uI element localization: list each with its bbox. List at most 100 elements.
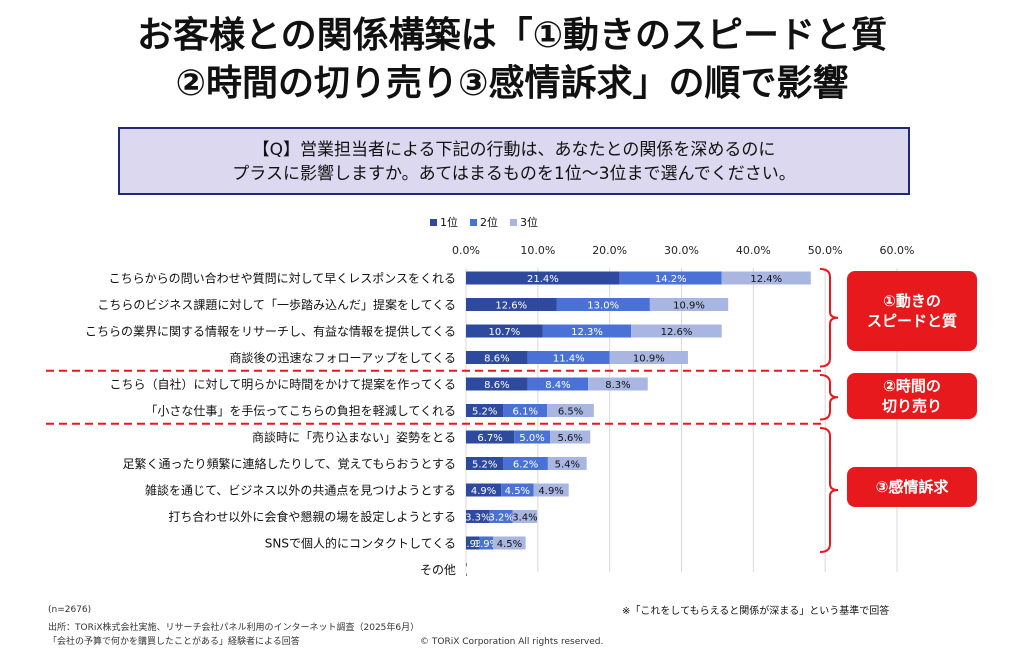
data-label: 12.4% bbox=[750, 274, 782, 285]
legend-swatch bbox=[430, 218, 437, 226]
data-label: 0.1% bbox=[454, 566, 479, 577]
bar-segment bbox=[466, 457, 504, 470]
legend-swatch bbox=[510, 218, 517, 226]
bar-segment bbox=[466, 271, 620, 285]
bar-segment bbox=[512, 510, 538, 523]
category-label: こちらのビジネス課題に対して「一歩踏み込んだ」提案をしてくる bbox=[97, 297, 456, 312]
bar-segment bbox=[466, 324, 543, 338]
data-label: 14.2% bbox=[655, 274, 687, 285]
question-line-2: プラスに影響しますか。あてはまるものを1位～3位まで選んでください。 bbox=[232, 164, 796, 184]
data-label: 6.7% bbox=[477, 433, 502, 444]
bar-segment bbox=[466, 351, 528, 364]
data-label: 12.3% bbox=[571, 327, 603, 338]
data-label: 5.4% bbox=[555, 460, 580, 471]
data-label: 8.3% bbox=[605, 380, 630, 391]
data-label: 6.1% bbox=[513, 407, 538, 418]
group-bracket bbox=[819, 427, 839, 553]
data-label: 10.7% bbox=[489, 327, 521, 338]
data-label: 3.4% bbox=[512, 513, 537, 524]
bar-segment bbox=[588, 377, 648, 391]
legend-label: 1位 bbox=[440, 216, 458, 229]
source-line-1: 出所：TORiX株式会社実施、リサーチ会社パネル利用のインターネット調査（202… bbox=[48, 623, 420, 633]
data-label: 13.0% bbox=[587, 301, 619, 312]
data-label: 8.4% bbox=[545, 380, 570, 391]
bar-segment bbox=[631, 324, 722, 338]
title-line-1: お客様との関係構築は「①動きのスピードと質 bbox=[136, 15, 888, 56]
question-box: 【Q】営業担当者による下記の行動は、あなたとの関係を深めるのに プラスに影響しま… bbox=[118, 127, 910, 195]
data-label: 21.4% bbox=[527, 274, 559, 285]
data-label: 1.9% bbox=[474, 539, 499, 550]
x-tick-label: 10.0% bbox=[520, 244, 555, 257]
bar-segment bbox=[503, 404, 548, 417]
bar-segment bbox=[527, 351, 610, 364]
data-label: 11.4% bbox=[553, 354, 585, 365]
bar-segment bbox=[466, 404, 504, 417]
x-tick-label: 60.0% bbox=[880, 244, 915, 257]
bar-segment bbox=[514, 430, 551, 444]
bar-segment bbox=[533, 483, 569, 497]
data-label: 3.2% bbox=[488, 513, 513, 524]
bar-segment bbox=[547, 457, 587, 470]
badge-time-selling: ②時間の 切り売り bbox=[847, 373, 977, 419]
badge-2-line-2: 切り売り bbox=[881, 397, 942, 415]
badge-3-line-1: ③感情訴求 bbox=[875, 478, 949, 496]
data-label: 10.9% bbox=[673, 301, 705, 312]
bar-segment bbox=[649, 298, 729, 311]
data-label: 5.0% bbox=[519, 433, 544, 444]
category-label: 打ち合わせ以外に会食や懇親の場を設定しようとする bbox=[168, 509, 456, 524]
sample-size: (n=2676) bbox=[48, 605, 92, 615]
legend-label: 2位 bbox=[480, 216, 498, 229]
question-line-1: 【Q】営業担当者による下記の行動は、あなたとの関係を深めるのに bbox=[252, 140, 776, 160]
source-line-2: 「会社の予算で何かを購買したことがある」経験者による回答 bbox=[48, 637, 300, 647]
bar-segment bbox=[466, 430, 515, 444]
bar-segment bbox=[550, 430, 591, 444]
legend-label: 3位 bbox=[520, 216, 538, 229]
category-label: 「小さな仕事」を手伝ってこちらの負担を軽減してくれる bbox=[145, 403, 456, 418]
bar-segment bbox=[466, 536, 480, 550]
title-line-2: ②時間の切り売り③感情訴求」の順で影響 bbox=[175, 63, 849, 104]
bar-segment bbox=[466, 483, 502, 497]
data-label: 8.6% bbox=[484, 354, 509, 365]
legend-swatch bbox=[470, 218, 477, 226]
bar-segment bbox=[466, 377, 528, 391]
category-label: こちらからの問い合わせや質問に対して早くレスポンスをくれる bbox=[109, 271, 456, 286]
copyright: © TORiX Corporation All rights reserved. bbox=[420, 637, 604, 647]
bar-segment bbox=[493, 536, 526, 550]
bar-segment bbox=[466, 563, 467, 576]
group-bracket bbox=[819, 374, 839, 421]
badge-speed-quality: ①動きの スピードと質 bbox=[847, 271, 977, 351]
badge-2-line-1: ②時間の bbox=[883, 377, 941, 395]
badge-1-line-2: スピードと質 bbox=[866, 312, 957, 330]
badge-1-line-1: ①動きの bbox=[883, 292, 941, 310]
bar-segment bbox=[721, 271, 811, 285]
bar-segment bbox=[619, 271, 722, 285]
legend-item: 3位 bbox=[510, 214, 538, 230]
bar-segment bbox=[609, 351, 688, 364]
data-label: 4.9% bbox=[471, 486, 496, 497]
bar-segment bbox=[501, 483, 534, 497]
bar-segment bbox=[489, 510, 513, 523]
category-label: 足繁く通ったり頻繁に連絡したりして、覚えてもらおうとする bbox=[123, 456, 456, 471]
x-tick-label: 0.0% bbox=[452, 244, 480, 257]
data-label: 1.9% bbox=[460, 539, 485, 550]
bar-segment bbox=[466, 298, 557, 311]
group-bracket bbox=[819, 268, 839, 368]
category-label: 商談後の迅速なフォローアップをしてくる bbox=[229, 350, 456, 365]
category-label: その他 bbox=[420, 563, 456, 577]
data-label: 6.2% bbox=[513, 460, 538, 471]
x-tick-label: 50.0% bbox=[808, 244, 843, 257]
bar-segment bbox=[556, 298, 650, 311]
data-label: 5.2% bbox=[472, 407, 497, 418]
data-label: 4.5% bbox=[505, 486, 530, 497]
data-label: 4.9% bbox=[538, 486, 563, 497]
criteria-note: ※「これをしてもらえると関係が深まる」という基準で回答 bbox=[622, 606, 890, 617]
bar-segment bbox=[527, 377, 589, 391]
bar-segment bbox=[547, 404, 594, 417]
x-tick-label: 30.0% bbox=[664, 244, 699, 257]
legend-item: 1位 bbox=[430, 214, 458, 230]
x-tick-label: 20.0% bbox=[592, 244, 627, 257]
data-label: 12.6% bbox=[661, 327, 693, 338]
legend-item: 2位 bbox=[470, 214, 498, 230]
bar-segment bbox=[479, 536, 494, 550]
